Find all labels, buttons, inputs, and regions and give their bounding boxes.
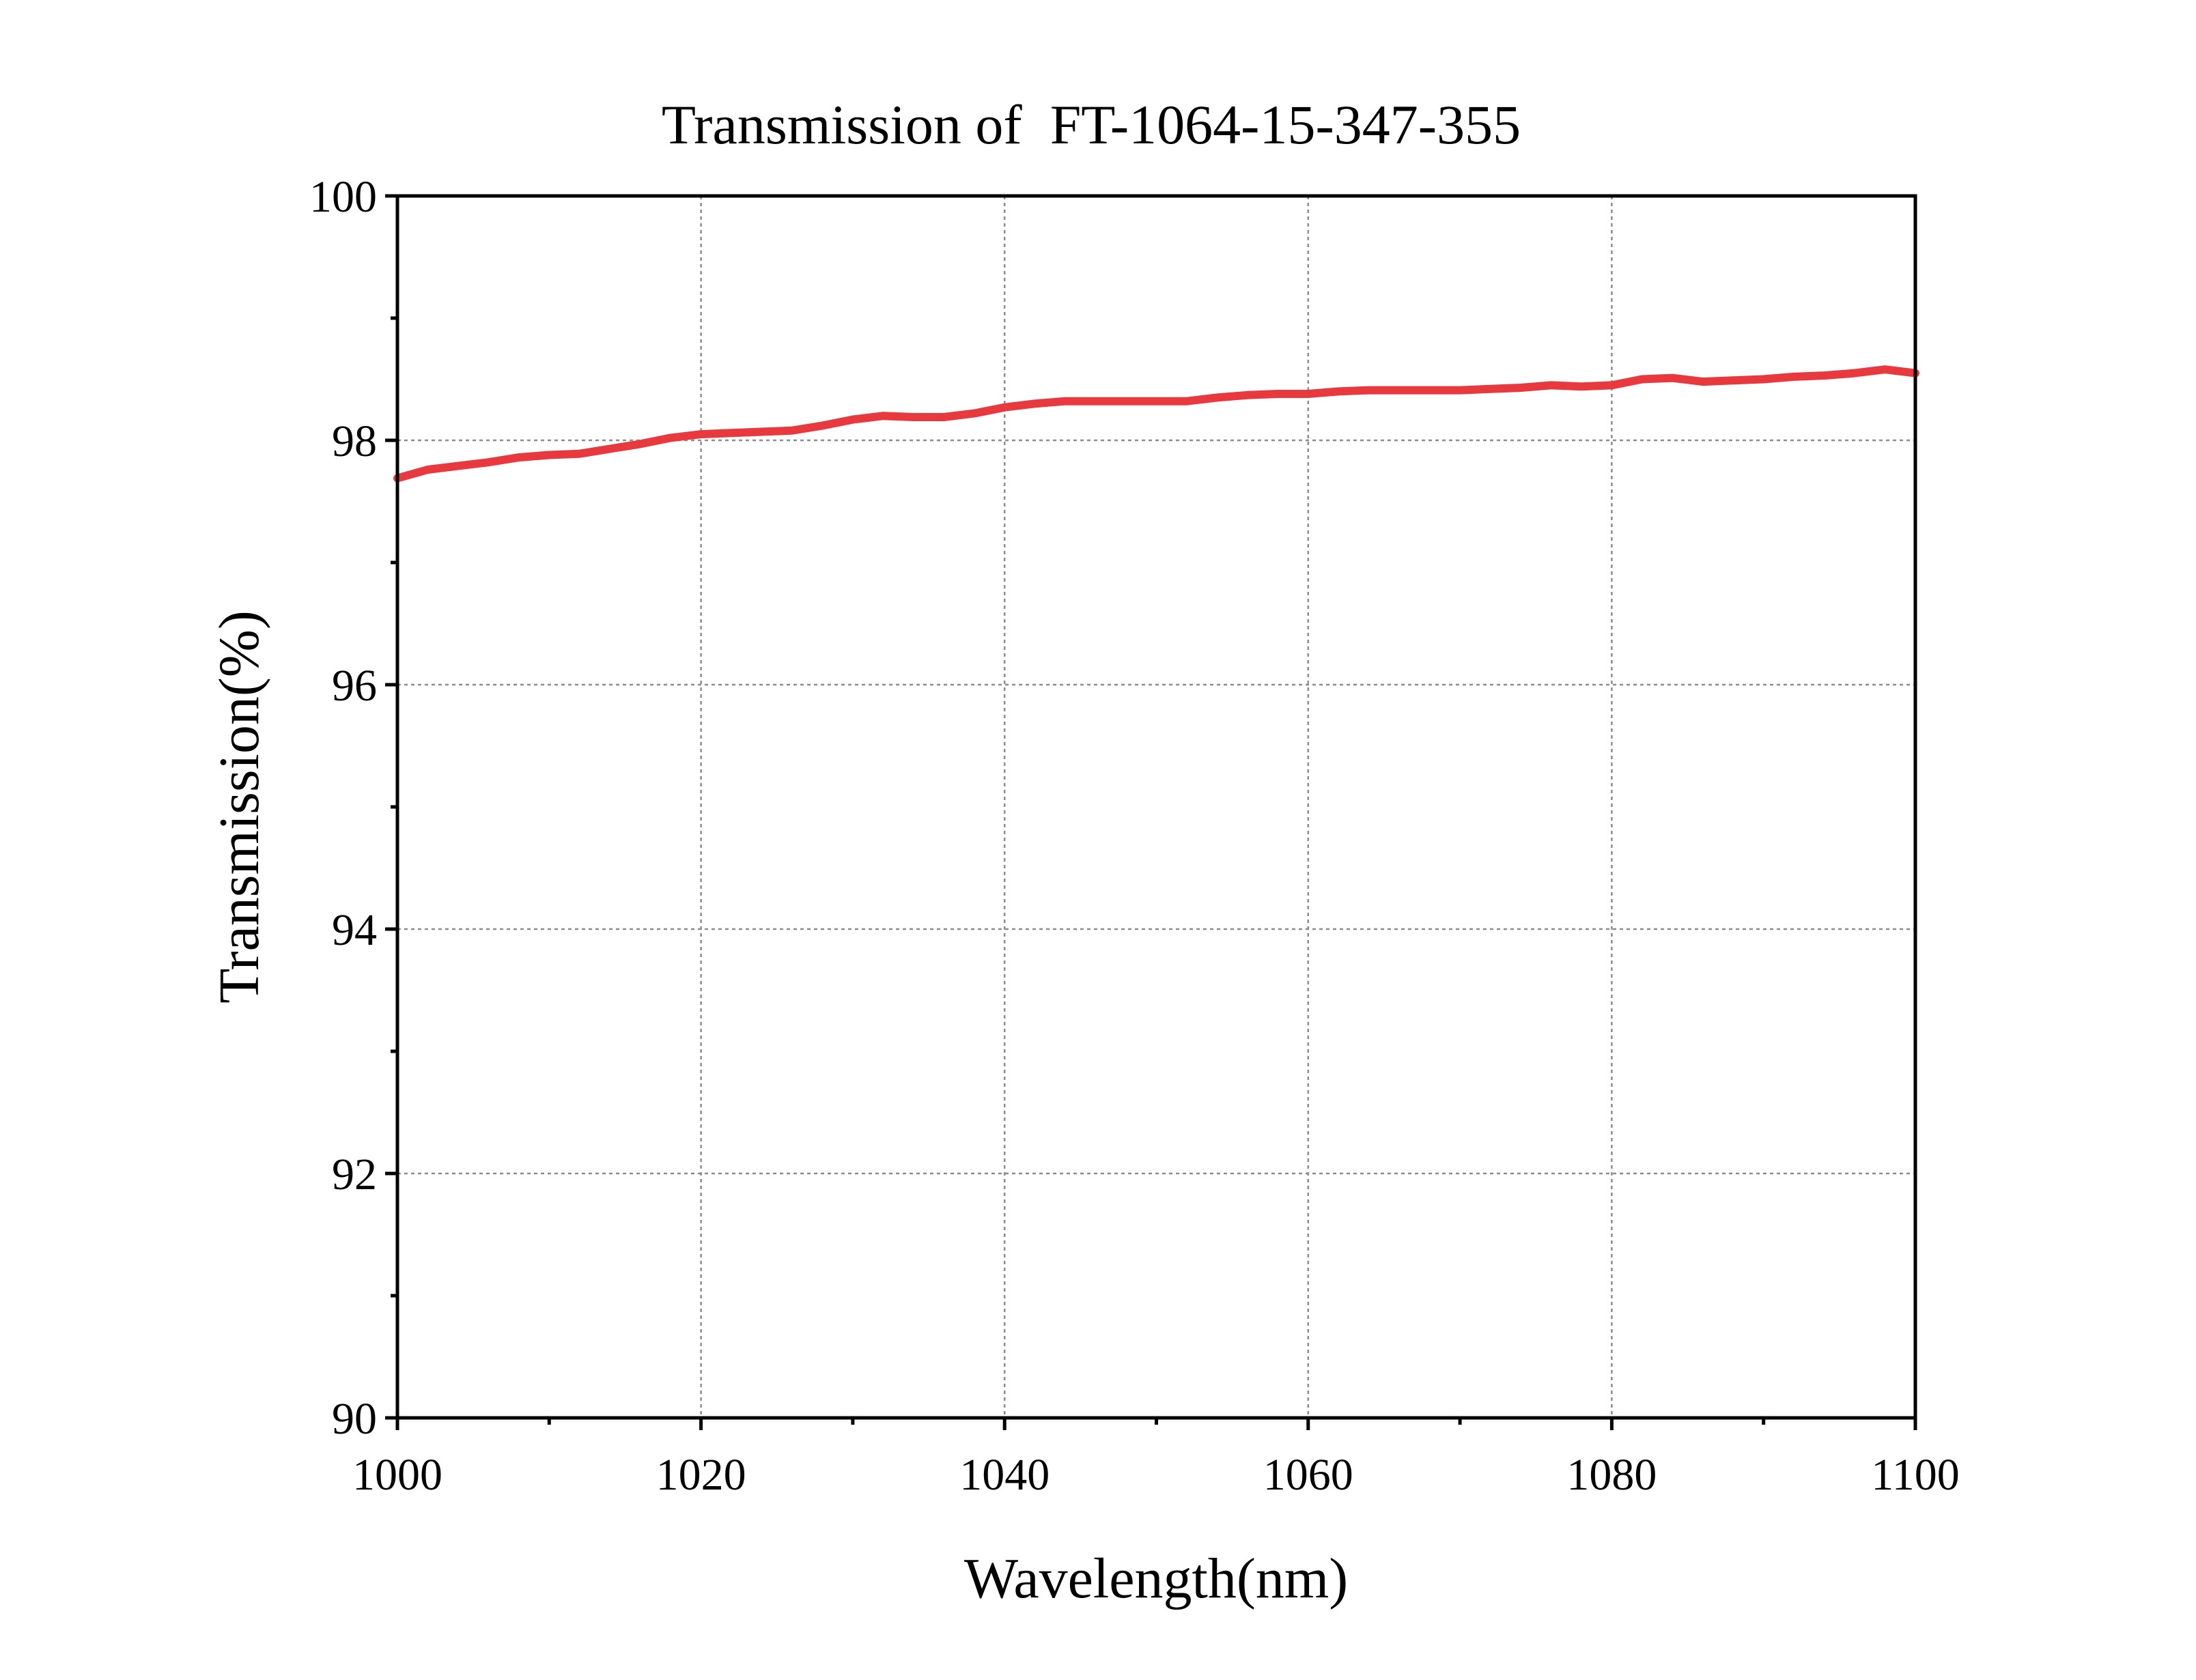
x-tick-label: 1040 bbox=[959, 1450, 1050, 1500]
x-tick-label: 1020 bbox=[656, 1450, 746, 1500]
x-axis-label: Wavelength(nm) bbox=[964, 1547, 1348, 1610]
y-tick-label: 100 bbox=[309, 172, 377, 222]
y-tick-labels: 90 92 94 96 98 100 bbox=[309, 172, 377, 1444]
x-tick-label: 1100 bbox=[1871, 1450, 1960, 1500]
y-tick-label: 96 bbox=[332, 661, 377, 711]
x-tick-label: 1000 bbox=[352, 1450, 442, 1500]
chart-title: Transmission of FT-1064-15-347-355 bbox=[662, 94, 1521, 156]
y-tick-label: 90 bbox=[332, 1394, 377, 1444]
grid-lines bbox=[397, 196, 1915, 1418]
series-layer bbox=[393, 365, 1919, 483]
y-tick-label: 92 bbox=[332, 1150, 377, 1199]
x-tick-label: 1080 bbox=[1566, 1450, 1657, 1500]
series-line bbox=[393, 365, 1919, 483]
x-tick-labels: 1000 1020 1040 1060 1080 1100 bbox=[352, 1450, 1960, 1500]
x-tick-label: 1060 bbox=[1263, 1450, 1353, 1500]
axis-ticks bbox=[385, 194, 1917, 1430]
y-axis-label: Transmission(%) bbox=[208, 610, 271, 1003]
y-tick-label: 94 bbox=[332, 905, 377, 955]
y-tick-label: 98 bbox=[332, 416, 377, 466]
